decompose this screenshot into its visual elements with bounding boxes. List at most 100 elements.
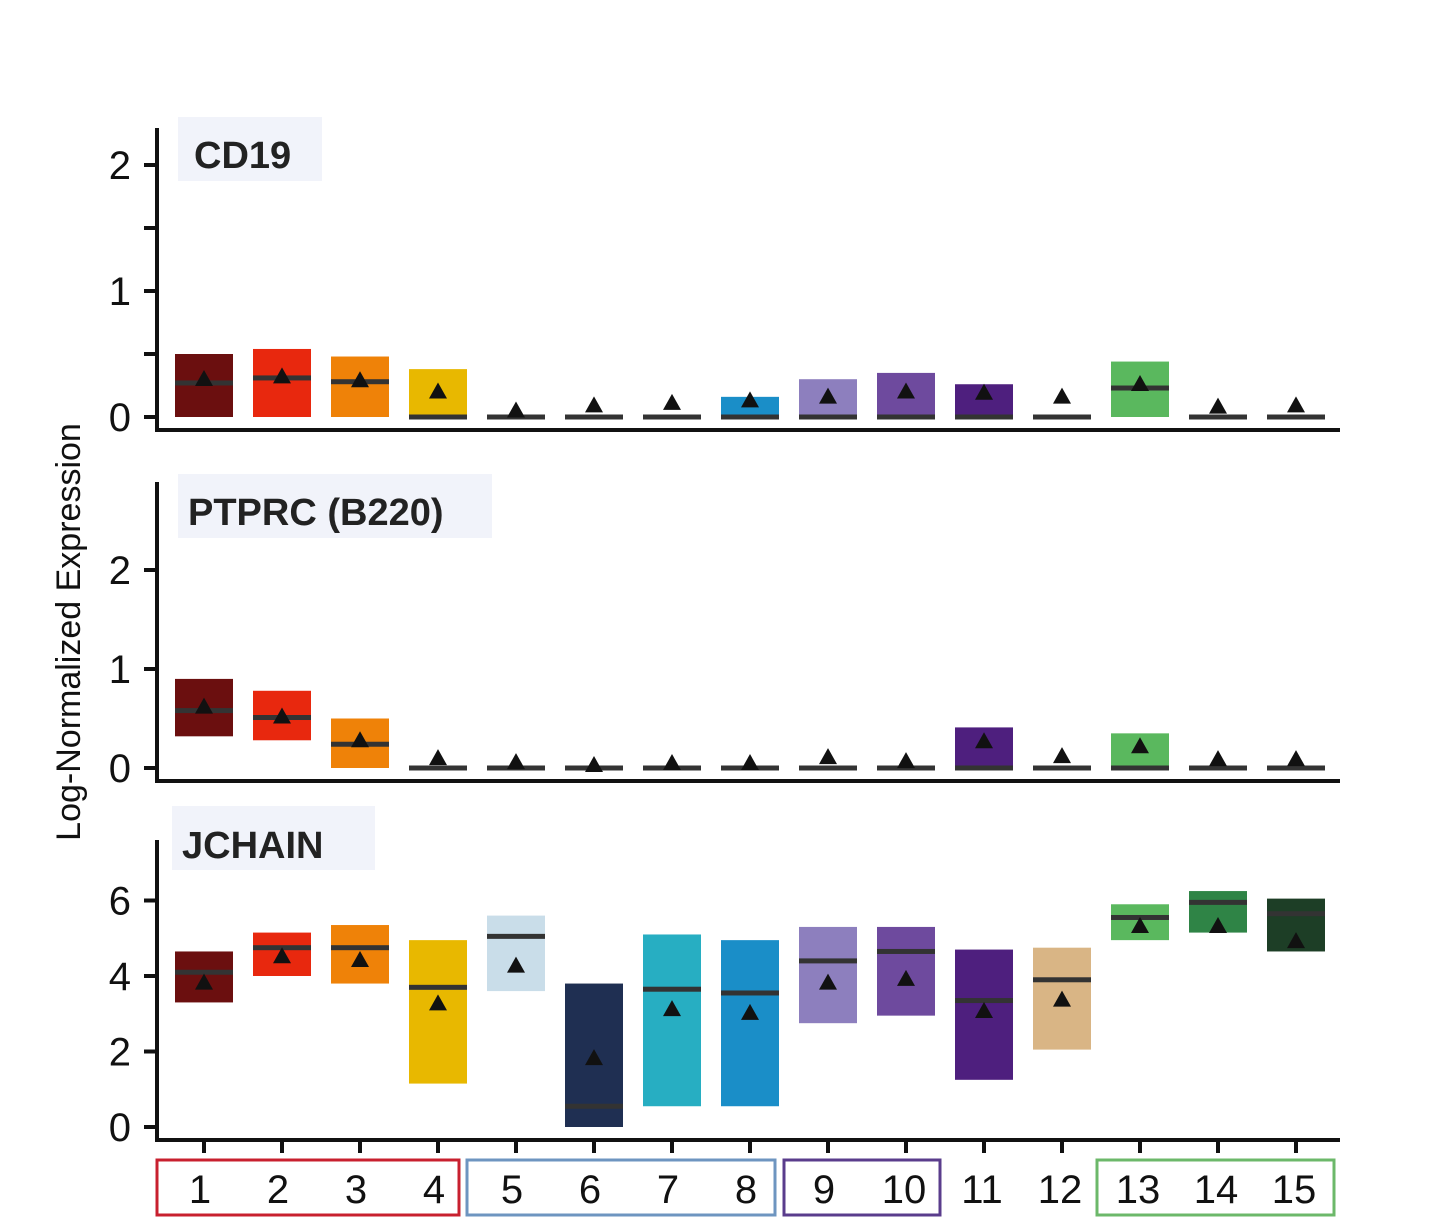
mean-marker-8 xyxy=(741,391,759,408)
x-tick-label-13: 13 xyxy=(1116,1168,1161,1212)
median-line-12 xyxy=(1033,977,1091,983)
mean-marker-12 xyxy=(1053,990,1071,1007)
x-tick-label-4: 4 xyxy=(423,1168,445,1212)
y-tick-label: 2 xyxy=(109,144,131,188)
median-line-3 xyxy=(331,945,389,951)
mean-marker-10 xyxy=(897,969,915,986)
mean-marker-2 xyxy=(273,947,291,964)
box-5 xyxy=(487,915,545,992)
median-line-11 xyxy=(955,414,1013,420)
gene-label-background xyxy=(178,117,322,181)
median-line-11 xyxy=(955,998,1013,1004)
mean-marker-6 xyxy=(585,396,603,413)
median-line-15 xyxy=(1267,414,1325,420)
mean-marker-5 xyxy=(507,956,525,973)
mean-marker-14 xyxy=(1209,917,1227,934)
median-line-12 xyxy=(1033,765,1091,771)
median-line-7 xyxy=(643,986,701,992)
y-tick-label: 4 xyxy=(109,955,131,999)
category-group-box-1 xyxy=(155,1158,461,1217)
mean-marker-14 xyxy=(1209,397,1227,414)
median-line-9 xyxy=(799,958,857,964)
mean-marker-1 xyxy=(195,697,213,714)
median-line-9 xyxy=(799,765,857,771)
x-tick-label-12: 12 xyxy=(1038,1168,1083,1212)
gene-label-background xyxy=(172,806,375,870)
median-line-10 xyxy=(877,414,935,420)
median-line-5 xyxy=(487,933,545,939)
y-tick-label: 6 xyxy=(109,880,131,924)
mean-marker-3 xyxy=(351,951,369,968)
x-tick-label-11: 11 xyxy=(961,1168,1003,1212)
mean-marker-3 xyxy=(351,731,369,748)
mean-marker-5 xyxy=(507,401,525,418)
median-line-12 xyxy=(1033,414,1091,420)
median-line-4 xyxy=(409,765,467,771)
mean-marker-9 xyxy=(819,973,837,990)
category-group-box-3 xyxy=(782,1158,942,1217)
median-line-11 xyxy=(955,765,1013,771)
mean-marker-7 xyxy=(663,1000,681,1017)
mean-marker-12 xyxy=(1053,747,1071,764)
mean-marker-14 xyxy=(1209,750,1227,767)
mean-marker-8 xyxy=(741,1003,759,1020)
x-tick-label-15: 15 xyxy=(1272,1168,1317,1212)
mean-marker-11 xyxy=(975,1001,993,1018)
median-line-8 xyxy=(721,414,779,420)
panel-ptprc-b220: PTPRC (B220) 0 1 2 xyxy=(109,474,1340,791)
x-tick-label-3: 3 xyxy=(345,1168,367,1212)
y-tick-label: 0 xyxy=(109,1106,131,1150)
gene-label-background xyxy=(178,474,492,538)
mean-marker-9 xyxy=(819,387,837,404)
median-line-9 xyxy=(799,414,857,420)
median-line-13 xyxy=(1111,765,1169,771)
mean-marker-10 xyxy=(897,382,915,399)
mean-marker-2 xyxy=(273,367,291,384)
box-4 xyxy=(409,940,467,1084)
x-axis-layer: 1 2 3 4 5 6 7 8 9 10 11 12 13 14 15 xyxy=(155,1140,1336,1217)
mean-marker-9 xyxy=(819,748,837,765)
y-tick-label: 2 xyxy=(109,1031,131,1075)
mean-marker-15 xyxy=(1287,932,1305,949)
mean-marker-10 xyxy=(897,752,915,769)
median-line-4 xyxy=(409,984,467,990)
y-tick-label: 1 xyxy=(109,270,131,314)
mean-marker-15 xyxy=(1287,396,1305,413)
mean-marker-13 xyxy=(1131,374,1149,391)
mean-marker-13 xyxy=(1131,917,1149,934)
mean-marker-4 xyxy=(429,994,447,1011)
mean-marker-15 xyxy=(1287,750,1305,767)
median-line-4 xyxy=(409,414,467,420)
mean-marker-6 xyxy=(585,1049,603,1066)
mean-marker-2 xyxy=(273,707,291,724)
median-line-10 xyxy=(877,948,935,954)
mean-marker-11 xyxy=(975,383,993,400)
x-tick-label-8: 8 xyxy=(735,1168,757,1212)
mean-marker-6 xyxy=(585,756,603,773)
mean-marker-1 xyxy=(195,369,213,386)
median-line-14 xyxy=(1189,414,1247,420)
y-tick-label: 0 xyxy=(109,747,131,791)
x-tick-label-14: 14 xyxy=(1194,1168,1239,1212)
mean-marker-1 xyxy=(195,973,213,990)
mean-marker-4 xyxy=(429,749,447,766)
mean-marker-5 xyxy=(507,753,525,770)
median-line-14 xyxy=(1189,765,1247,771)
mean-marker-11 xyxy=(975,732,993,749)
x-tick-label-5: 5 xyxy=(501,1168,523,1212)
box-8 xyxy=(721,940,779,1107)
y-tick-label: 0 xyxy=(109,396,131,440)
median-line-14 xyxy=(1189,899,1247,905)
x-tick-label-2: 2 xyxy=(267,1168,289,1212)
x-tick-label-9: 9 xyxy=(813,1168,835,1212)
median-line-7 xyxy=(643,414,701,420)
median-line-6 xyxy=(565,414,623,420)
gene-label: JCHAIN xyxy=(182,825,323,867)
panels-layer: CD19 0 1 2 PTPRC (B220) 0 1 2 JCHAIN 0 2 4 6 xyxy=(109,117,1340,1150)
x-tick-label-10: 10 xyxy=(882,1168,927,1212)
gene-label: CD19 xyxy=(194,135,291,177)
y-tick-label: 2 xyxy=(109,549,131,593)
x-tick-label-1: 1 xyxy=(189,1168,211,1212)
panel-cd19: CD19 0 1 2 xyxy=(109,117,1340,440)
